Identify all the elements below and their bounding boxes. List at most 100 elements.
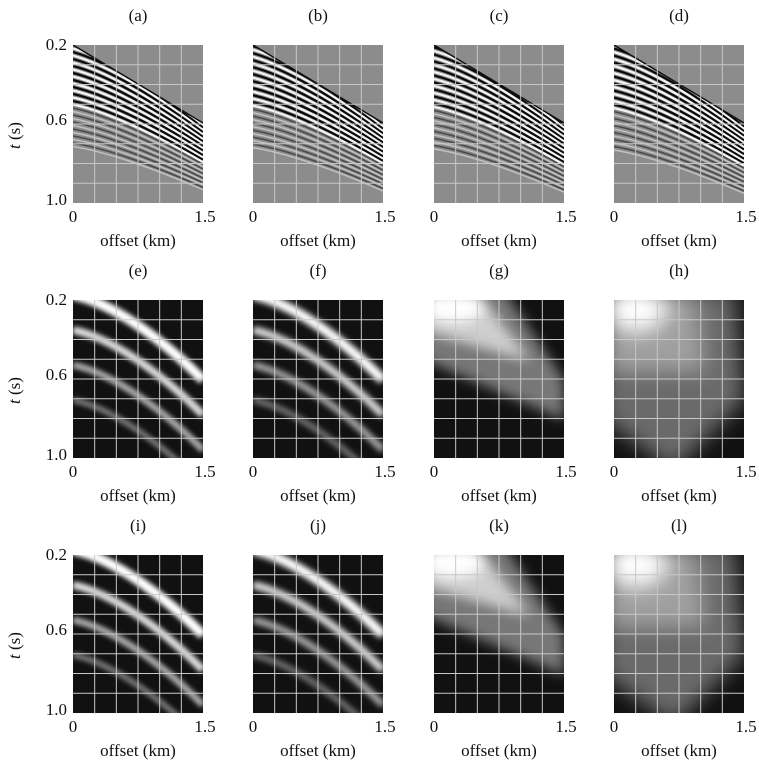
x-tick-label: 0 bbox=[68, 462, 78, 481]
x-tick-label: 0 bbox=[429, 207, 439, 226]
y-tick-label: 1.0 bbox=[45, 445, 67, 464]
grid bbox=[614, 45, 744, 203]
heatmap-image bbox=[434, 555, 564, 713]
y-axis-unit: (s) bbox=[5, 632, 24, 651]
grid bbox=[253, 555, 383, 713]
y-axis-variable: t bbox=[5, 144, 24, 149]
x-tick-label: 1.5 bbox=[555, 462, 577, 481]
x-tick-label: 1.5 bbox=[374, 717, 396, 736]
plot-area bbox=[434, 45, 564, 203]
y-tick-label: 0.2 bbox=[45, 35, 67, 54]
heatmap-image bbox=[253, 45, 383, 203]
heatmap-image bbox=[434, 45, 564, 203]
x-tick-label: 0 bbox=[609, 207, 619, 226]
x-axis-label: offset (km) bbox=[461, 231, 537, 250]
grid bbox=[434, 300, 564, 458]
x-axis-label: offset (km) bbox=[280, 741, 356, 760]
panel-label: (b) bbox=[308, 6, 328, 25]
panel-label: (l) bbox=[670, 516, 688, 535]
energy-peak bbox=[614, 555, 666, 585]
plot-area bbox=[614, 300, 744, 458]
grid bbox=[614, 300, 744, 458]
x-tick-label: 0 bbox=[429, 462, 439, 481]
grid bbox=[73, 45, 203, 203]
y-tick-label: 0.6 bbox=[45, 620, 67, 639]
x-tick-label: 0 bbox=[68, 717, 78, 736]
y-tick-label: 0.2 bbox=[45, 290, 67, 309]
plot-area bbox=[253, 45, 383, 203]
grid bbox=[73, 300, 203, 458]
x-tick-label: 1.5 bbox=[194, 717, 216, 736]
panel-label: (g) bbox=[489, 261, 509, 280]
heatmap-image bbox=[434, 300, 564, 458]
y-axis-variable: t bbox=[5, 399, 24, 404]
y-axis-unit: (s) bbox=[5, 122, 24, 141]
x-tick-label: 1.5 bbox=[194, 462, 216, 481]
heatmap-image bbox=[73, 45, 203, 203]
panel-label: (i) bbox=[129, 516, 147, 535]
heatmap-image bbox=[614, 45, 744, 203]
plot-area bbox=[434, 300, 564, 458]
x-axis-label: offset (km) bbox=[461, 741, 537, 760]
y-tick-label: 0.6 bbox=[45, 365, 67, 384]
panel-label: (k) bbox=[489, 516, 509, 535]
plot-area bbox=[253, 555, 383, 713]
grid bbox=[434, 45, 564, 203]
panel-label: (j) bbox=[309, 516, 327, 535]
heatmap-image bbox=[73, 300, 203, 458]
x-tick-label: 0 bbox=[609, 462, 619, 481]
x-tick-label: 0 bbox=[248, 462, 258, 481]
y-tick-label: 0.2 bbox=[45, 545, 67, 564]
panel-label: (d) bbox=[669, 6, 689, 25]
x-tick-label: 1.5 bbox=[374, 207, 396, 226]
x-axis-label: offset (km) bbox=[641, 231, 717, 250]
x-tick-label: 0 bbox=[429, 717, 439, 736]
plot-area bbox=[73, 555, 203, 713]
panel-label: (f) bbox=[309, 261, 327, 280]
x-axis-label: offset (km) bbox=[100, 486, 176, 505]
y-axis-unit: (s) bbox=[5, 377, 24, 396]
energy-peak bbox=[434, 300, 484, 322]
grid bbox=[253, 300, 383, 458]
heatmap-image bbox=[614, 555, 744, 713]
grid bbox=[73, 555, 203, 713]
x-axis-label: offset (km) bbox=[641, 741, 717, 760]
x-tick-label: 1.5 bbox=[735, 207, 757, 226]
x-tick-label: 1.5 bbox=[555, 207, 577, 226]
x-tick-label: 0 bbox=[248, 717, 258, 736]
x-axis-label: offset (km) bbox=[100, 231, 176, 250]
x-axis-label: offset (km) bbox=[461, 486, 537, 505]
x-tick-label: 1.5 bbox=[374, 462, 396, 481]
y-tick-label: 1.0 bbox=[45, 700, 67, 719]
x-tick-label: 0 bbox=[248, 207, 258, 226]
y-axis-label: t (s) bbox=[5, 609, 24, 659]
y-axis-label: t (s) bbox=[5, 99, 24, 149]
plot-area bbox=[614, 45, 744, 203]
grid bbox=[253, 45, 383, 203]
x-axis-label: offset (km) bbox=[280, 231, 356, 250]
x-tick-label: 1.5 bbox=[735, 717, 757, 736]
x-axis-label: offset (km) bbox=[280, 486, 356, 505]
plot-area bbox=[73, 300, 203, 458]
heatmap-image bbox=[614, 300, 744, 458]
energy-peak bbox=[614, 300, 666, 330]
x-axis-label: offset (km) bbox=[641, 486, 717, 505]
plot-area bbox=[73, 45, 203, 203]
plot-area bbox=[614, 555, 744, 713]
x-tick-label: 0 bbox=[68, 207, 78, 226]
x-tick-label: 1.5 bbox=[555, 717, 577, 736]
x-tick-label: 1.5 bbox=[735, 462, 757, 481]
y-tick-label: 0.6 bbox=[45, 110, 67, 129]
panel-label: (a) bbox=[128, 6, 148, 25]
heatmap-image bbox=[253, 300, 383, 458]
plot-area bbox=[253, 300, 383, 458]
heatmap-image bbox=[253, 555, 383, 713]
x-axis-label: offset (km) bbox=[100, 741, 176, 760]
x-tick-label: 1.5 bbox=[194, 207, 216, 226]
y-tick-label: 1.0 bbox=[45, 190, 67, 209]
y-axis-label: t (s) bbox=[5, 354, 24, 404]
grid bbox=[614, 555, 744, 713]
plot-area bbox=[434, 555, 564, 713]
y-axis-variable: t bbox=[5, 654, 24, 659]
